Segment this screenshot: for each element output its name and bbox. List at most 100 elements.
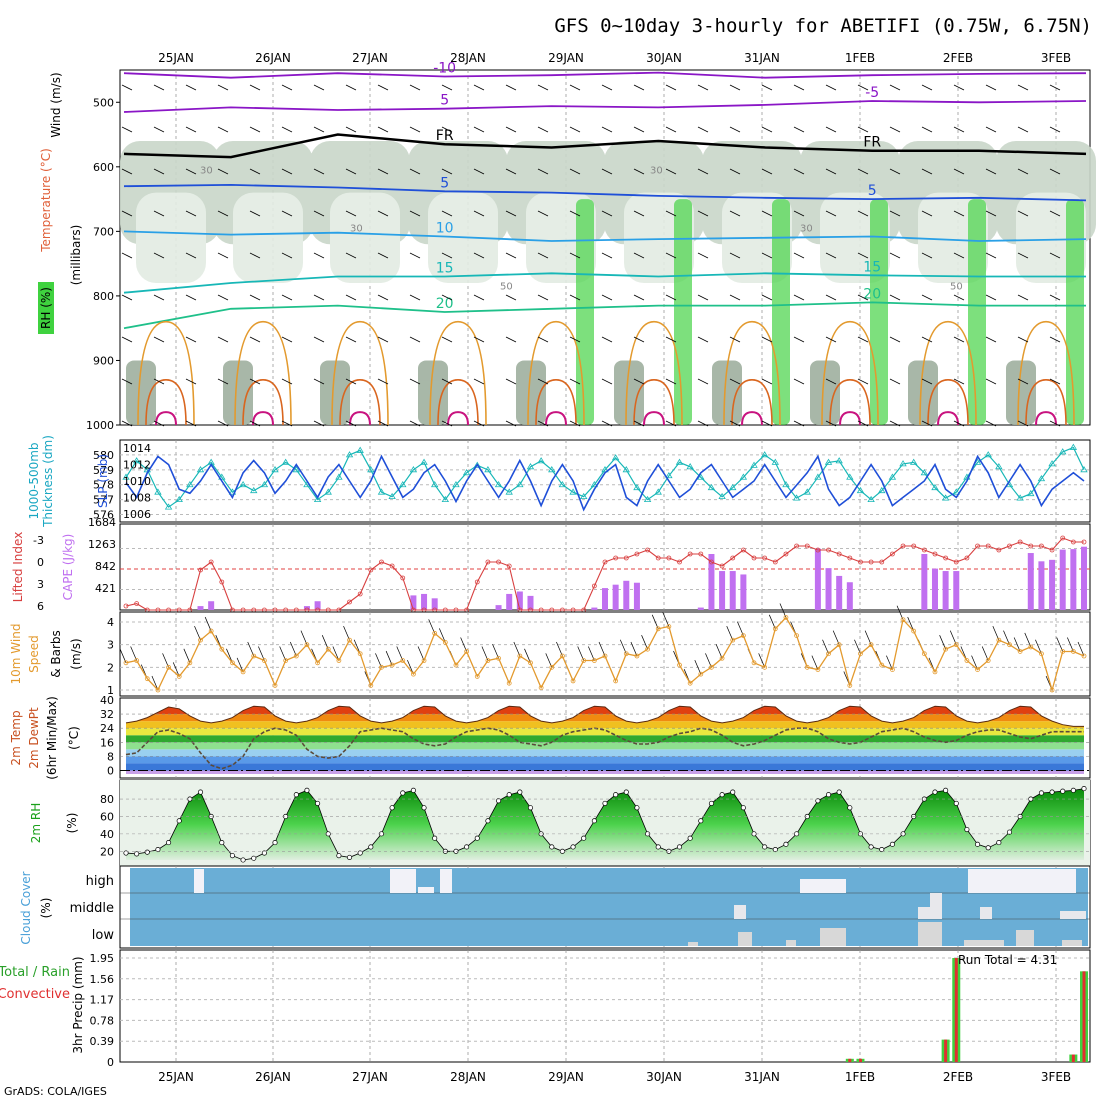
wind-barb: [185, 210, 197, 217]
wind-barb: [985, 294, 997, 301]
wind-speed-point: [336, 658, 342, 663]
thickness-point: [484, 466, 492, 473]
isotherm-30-bubble: [927, 379, 969, 426]
footer-credit: GrADS: COLA/IGES: [4, 1085, 107, 1098]
wind-barb: [409, 168, 421, 175]
speed-label: Speed: [27, 635, 41, 673]
wind-barb: [439, 628, 446, 643]
y-tick-label: 40: [100, 828, 114, 841]
dewpoint-label: 2m DewPt: [27, 707, 41, 769]
wind-speed-point: [655, 626, 661, 632]
wind-speed-point: [453, 662, 459, 668]
lifted-index-point: [730, 555, 736, 561]
wind-barb: [313, 378, 325, 385]
isotherm-label: -5: [865, 85, 879, 101]
wind-barb: [313, 420, 325, 427]
wind-speed-point: [964, 658, 970, 663]
wind-barb: [662, 612, 670, 627]
wind-barb: [825, 126, 837, 133]
cape-label: CAPE (J/kg): [61, 534, 75, 601]
cape-bar: [825, 568, 832, 610]
wind-barb: [1017, 294, 1029, 301]
wind-speed-point: [634, 653, 640, 659]
wind-barb: [793, 126, 805, 133]
wind-barb: [729, 294, 741, 301]
thickness-point: [665, 472, 673, 479]
wind-barb: [985, 420, 997, 427]
wind-barb: [1049, 84, 1061, 91]
rh-area-light: [330, 192, 400, 283]
lifted-index-point: [1039, 543, 1044, 549]
wind-speed-point: [230, 660, 235, 666]
wind-barb: [185, 84, 197, 91]
cape-bar: [697, 607, 704, 610]
y-tick-label: 0.39: [90, 1035, 115, 1048]
wind-barb: [761, 168, 773, 175]
lifted-index-point: [1049, 547, 1055, 553]
wind-speed-point: [623, 651, 629, 657]
wind-barb: [281, 336, 293, 343]
wind-barb: [729, 210, 741, 217]
wind-barb: [505, 168, 517, 175]
panel-frame: [119, 865, 1091, 949]
rh-point: [346, 854, 353, 860]
rh-area-dark: [712, 360, 742, 425]
thickness-point: [558, 480, 567, 488]
wind-barb: [761, 336, 773, 343]
wind-barb: [953, 210, 965, 217]
rh-area-dark: [126, 360, 156, 425]
high-cloud-bar: [820, 885, 840, 893]
wind-barb: [761, 84, 773, 91]
isotherm-label: FR: [863, 135, 881, 151]
wind-barb: [473, 168, 485, 175]
thickness-point: [335, 473, 343, 480]
wind-barb: [417, 646, 425, 661]
y-tick-label: 3: [107, 639, 114, 652]
wind-barb: [313, 84, 325, 91]
wind-barb: [633, 420, 645, 427]
wind-barb: [825, 252, 837, 259]
rh-point: [368, 844, 374, 850]
wind-barb: [1017, 210, 1029, 217]
y-tick-label: 578: [93, 479, 114, 492]
isotherm-35-bubble: [252, 411, 274, 426]
wind-barb: [985, 168, 997, 175]
wind-barb: [505, 420, 517, 427]
isotherm-label: 5: [440, 93, 449, 109]
thickness-point: [473, 461, 481, 468]
thickness-point: [622, 466, 630, 473]
precip-convective-bar: [858, 1058, 862, 1062]
temp-band: [126, 742, 1084, 750]
thickness-point: [1027, 489, 1035, 497]
wind-speed-point: [251, 653, 257, 659]
y-tick-label: 6: [37, 600, 44, 613]
low-cloud-bar: [918, 922, 942, 946]
precip-convective-bar: [1082, 971, 1086, 1062]
wind-speed-point: [911, 628, 917, 634]
wind-barb: [889, 168, 901, 175]
wind-speed-point: [123, 660, 129, 666]
wind-barb: [921, 252, 933, 259]
wind-barb: [441, 168, 453, 175]
thickness-point: [399, 480, 407, 488]
wind-barb: [793, 168, 805, 175]
wind-barb: [779, 603, 787, 618]
rh-point: [134, 851, 140, 857]
wind-barb: [185, 420, 197, 427]
rh2m-label: 2m RH: [29, 803, 43, 844]
rh-area-dark: [1006, 360, 1036, 425]
rh-point: [889, 841, 895, 847]
wind-barb: [473, 84, 485, 91]
wind-barb: [665, 126, 677, 133]
thickness-point: [409, 466, 418, 473]
wind-barb: [217, 210, 229, 217]
temp-band: [126, 707, 1084, 715]
wind-speed-point: [921, 651, 927, 657]
thickness-line: [125, 446, 1085, 508]
cape-bar: [410, 595, 417, 610]
thickness-point: [1037, 474, 1046, 482]
wind-speed-point: [474, 674, 480, 679]
wind-barb: [121, 420, 133, 427]
wind-speed-point: [591, 658, 597, 663]
rh-point: [676, 844, 683, 850]
